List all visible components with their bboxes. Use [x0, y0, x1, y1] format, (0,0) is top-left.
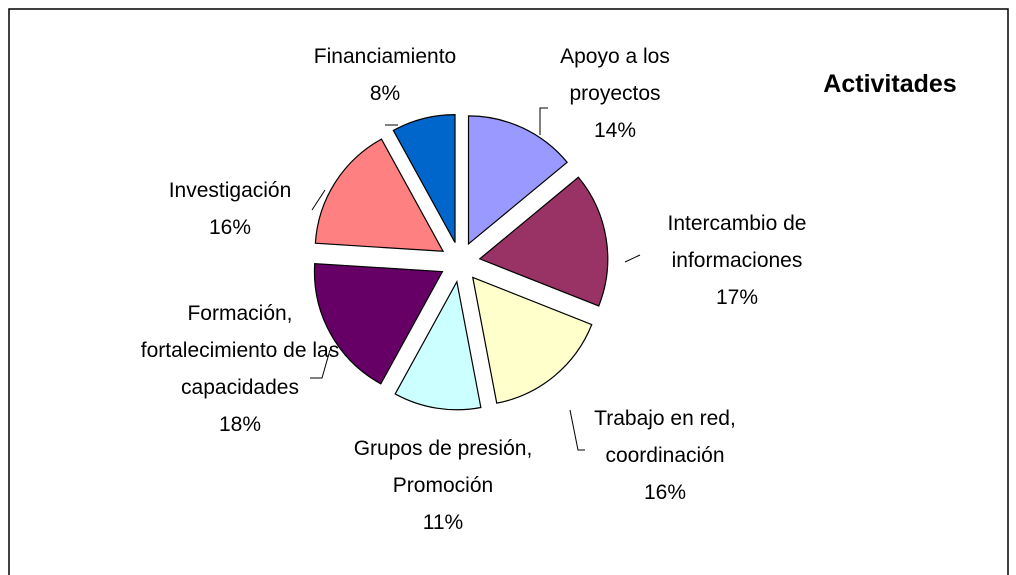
value-label: 18%: [218, 413, 262, 436]
leader: [311, 189, 326, 211]
category-label: Formación, fortalecimiento de las capaci…: [140, 302, 340, 399]
category-label: Financiamiento: [313, 45, 457, 68]
slice-label: Financiamiento 8%: [285, 38, 485, 112]
leader: [624, 254, 641, 263]
value-label: 14%: [593, 119, 637, 142]
category-label: Trabajo en red, coordinación: [594, 407, 736, 467]
frame: [8, 8, 1009, 575]
slice-label: Investigación 16%: [130, 172, 330, 246]
slice: [471, 276, 593, 404]
slice-label: Formación, fortalecimiento de las capaci…: [140, 295, 340, 443]
leader: [310, 349, 331, 379]
leader: [539, 107, 548, 135]
category-label: Apoyo a los proyectos: [560, 45, 670, 105]
slice-label: Apoyo a los proyectos 14%: [515, 38, 715, 149]
slice-label: Intercambio de informaciones 17%: [637, 205, 837, 316]
category-label: Intercambio de informaciones: [667, 212, 807, 272]
slices: [313, 114, 609, 411]
slice: [394, 280, 482, 411]
value-label: 8%: [369, 82, 401, 105]
category-label: Investigación: [168, 179, 292, 202]
category-label: Grupos de presión, Promoción: [353, 437, 533, 497]
slice: [313, 262, 444, 385]
slice: [392, 114, 456, 243]
slice: [478, 176, 609, 307]
slice: [314, 138, 445, 252]
slice-label: Trabajo en red, coordinación 16%: [565, 400, 765, 511]
chart-title: Activitades: [823, 70, 957, 98]
leader-lines: [310, 107, 641, 451]
value-label: 17%: [715, 286, 759, 309]
slice-label: Grupos de presión, Promoción 11%: [343, 430, 543, 541]
leader: [569, 409, 585, 451]
value-label: 16%: [643, 481, 687, 504]
value-label: 16%: [208, 216, 252, 239]
value-label: 11%: [422, 511, 464, 534]
slice: [467, 115, 568, 246]
